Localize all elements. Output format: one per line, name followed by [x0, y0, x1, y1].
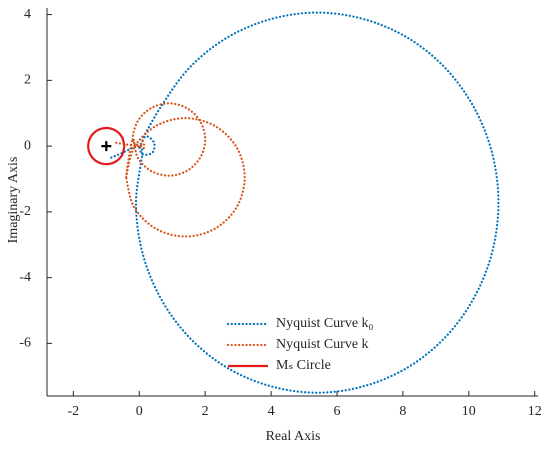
y-tick-label: -4	[19, 270, 31, 285]
x-tick-label: 10	[462, 404, 476, 419]
y-tick-label: -2	[19, 204, 31, 219]
legend-label: Nyquist Curve k	[276, 337, 369, 352]
x-tick-label: 4	[268, 404, 275, 419]
legend-label: Mₛ Circle	[276, 358, 331, 373]
x-tick-label: 2	[202, 404, 209, 419]
legend-label: Nyquist Curve k₀	[276, 316, 374, 331]
x-tick-label: 6	[333, 404, 340, 419]
y-tick-label: 4	[24, 7, 31, 22]
x-tick-label: 0	[136, 404, 143, 419]
nyquist-line	[115, 102, 246, 238]
y-tick-label: 2	[24, 73, 31, 88]
y-tick-label: 0	[24, 138, 31, 153]
x-tick-label: 8	[399, 404, 406, 419]
y-tick-label: -6	[19, 336, 31, 351]
x-tick-label: 12	[528, 404, 542, 419]
y-axis-label: Imaginary Axis	[6, 157, 21, 244]
nyquist-line	[87, 126, 126, 166]
nyquist-line	[110, 11, 500, 394]
x-tick-label: -2	[68, 404, 80, 419]
x-axis-label: Real Axis	[266, 429, 321, 444]
critical-point	[101, 141, 112, 152]
